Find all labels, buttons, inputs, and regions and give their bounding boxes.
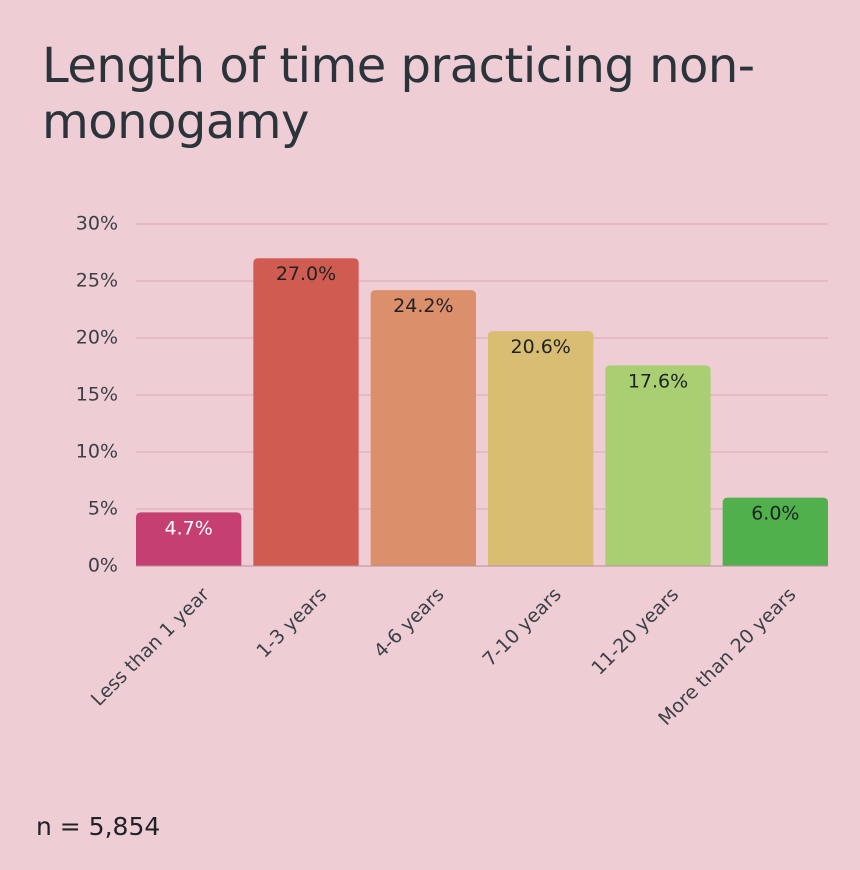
y-tick-label: 30% [76, 213, 118, 235]
data-label: 27.0% [276, 263, 336, 285]
y-axis-ticks: 0% 5% 10% 15% 20% 25% 30% [76, 213, 118, 577]
data-label: 20.6% [510, 336, 570, 358]
y-tick-label: 20% [76, 327, 118, 349]
data-labels: 4.7% 27.0% 24.2% 20.6% 17.6% 6.0% [165, 263, 800, 539]
gridlines [136, 223, 828, 510]
bar-4 [488, 331, 594, 566]
bar-6 [722, 497, 828, 566]
y-tick-label: 15% [76, 384, 118, 406]
y-tick-label: 5% [88, 498, 118, 520]
bar-2 [253, 258, 359, 566]
data-label: 24.2% [393, 295, 453, 317]
x-tick-label: 1-3 years [252, 584, 331, 663]
bar-3 [370, 290, 476, 566]
y-tick-label: 10% [76, 441, 118, 463]
sample-size-note: n = 5,854 [36, 812, 161, 841]
data-label: 6.0% [751, 503, 799, 525]
y-tick-label: 0% [88, 555, 118, 577]
bars [136, 258, 828, 566]
bar-1 [136, 512, 242, 566]
x-tick-label: Less than 1 year [87, 583, 214, 710]
y-tick-label: 25% [76, 270, 118, 292]
x-tick-label: 7-10 years [479, 584, 566, 671]
data-label: 17.6% [628, 370, 688, 392]
data-label: 4.7% [165, 517, 213, 539]
bar-5 [605, 365, 711, 566]
x-axis-ticks: Less than 1 year 1-3 years 4-6 years 7-10 y… [87, 583, 801, 729]
chart-title: Length of time practicing non-monogamy [42, 38, 755, 150]
x-tick-label: 4-6 years [370, 584, 449, 663]
x-tick-label: 11-20 years [587, 584, 683, 680]
